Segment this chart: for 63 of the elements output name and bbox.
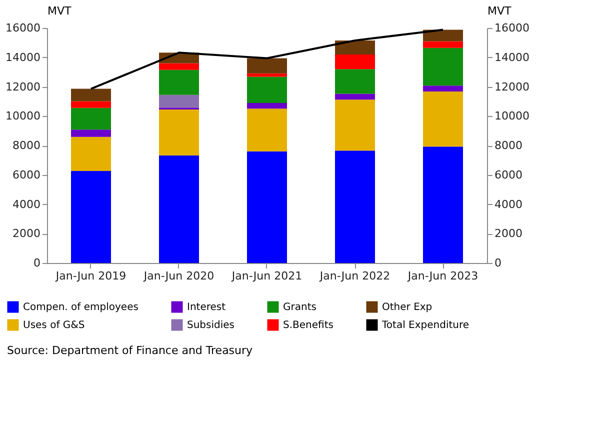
- legend-label: Total Expenditure: [381, 320, 470, 331]
- bar: [159, 155, 199, 263]
- y-tick-label: 8000: [12, 139, 40, 152]
- bar: [335, 94, 375, 100]
- bar: [71, 101, 111, 108]
- y2-tick-label: 14000: [494, 50, 530, 64]
- source-note: Source: Department of Finance and Treasury: [7, 344, 254, 357]
- bar: [335, 100, 375, 151]
- bar: [159, 70, 199, 95]
- y2-tick-label: 10000: [494, 110, 530, 123]
- x-tick-label: Jan-Jun 2022: [318, 270, 390, 282]
- y2-tick-label: 12000: [494, 80, 530, 94]
- y2-tick-label: 6000: [494, 168, 522, 182]
- bar: [247, 151, 287, 263]
- bar: [335, 54, 375, 70]
- bar: [71, 171, 111, 263]
- bar: [71, 136, 111, 172]
- bar: [71, 108, 111, 130]
- bar: [247, 58, 287, 74]
- bar: [423, 146, 463, 263]
- y-tick-label: 4000: [12, 198, 40, 211]
- bar: [423, 48, 463, 86]
- bar: [159, 94, 199, 108]
- bar: [159, 63, 199, 70]
- y-tick-label: 10000: [6, 110, 40, 123]
- y-tick-label: 2000: [12, 227, 40, 240]
- y2-tick-label: 8000: [494, 139, 522, 152]
- x-tick-label: Jan-Jun 2023: [406, 270, 478, 282]
- bar: [247, 76, 287, 104]
- legend-label: Grants: [283, 302, 316, 313]
- legend-label: Compen. of employees: [23, 302, 138, 313]
- legend-label: Uses of G&S: [23, 320, 85, 331]
- y2-tick-label: 16000: [494, 22, 530, 34]
- bar: [71, 88, 111, 102]
- bar: [159, 110, 199, 156]
- bar: [423, 86, 463, 92]
- bar: [335, 69, 375, 94]
- y-tick-label: 0: [34, 256, 40, 270]
- legend-label: Other Exp: [382, 302, 432, 313]
- legend-label: Subsidies: [187, 320, 235, 331]
- y-axis-title: MVT: [48, 4, 72, 18]
- bar: [423, 41, 463, 48]
- bar: [423, 91, 463, 147]
- bar: [247, 103, 287, 109]
- x-tick-label: Jan-Jun 2020: [142, 270, 214, 282]
- y-tick-label: 6000: [12, 168, 40, 182]
- y2-axis-title: MVT: [488, 4, 512, 18]
- legend-label: Interest: [187, 302, 226, 313]
- x-tick-label: Jan-Jun 2019: [54, 270, 126, 282]
- legend-label: S.Benefits: [283, 320, 334, 331]
- y-tick-label: 14000: [6, 50, 40, 64]
- bar: [247, 108, 287, 152]
- y-tick-label: 16000: [6, 22, 40, 34]
- bar: [71, 130, 111, 137]
- y2-tick-label: 0: [494, 256, 502, 270]
- bar: [247, 73, 287, 77]
- x-tick-label: Jan-Jun 2021: [230, 270, 302, 282]
- bar: [335, 40, 375, 54]
- line-series: [90, 28, 444, 90]
- y-tick-label: 12000: [6, 80, 40, 94]
- bar: [335, 150, 375, 263]
- y2-tick-label: 2000: [494, 227, 522, 240]
- y2-tick-label: 4000: [494, 198, 522, 211]
